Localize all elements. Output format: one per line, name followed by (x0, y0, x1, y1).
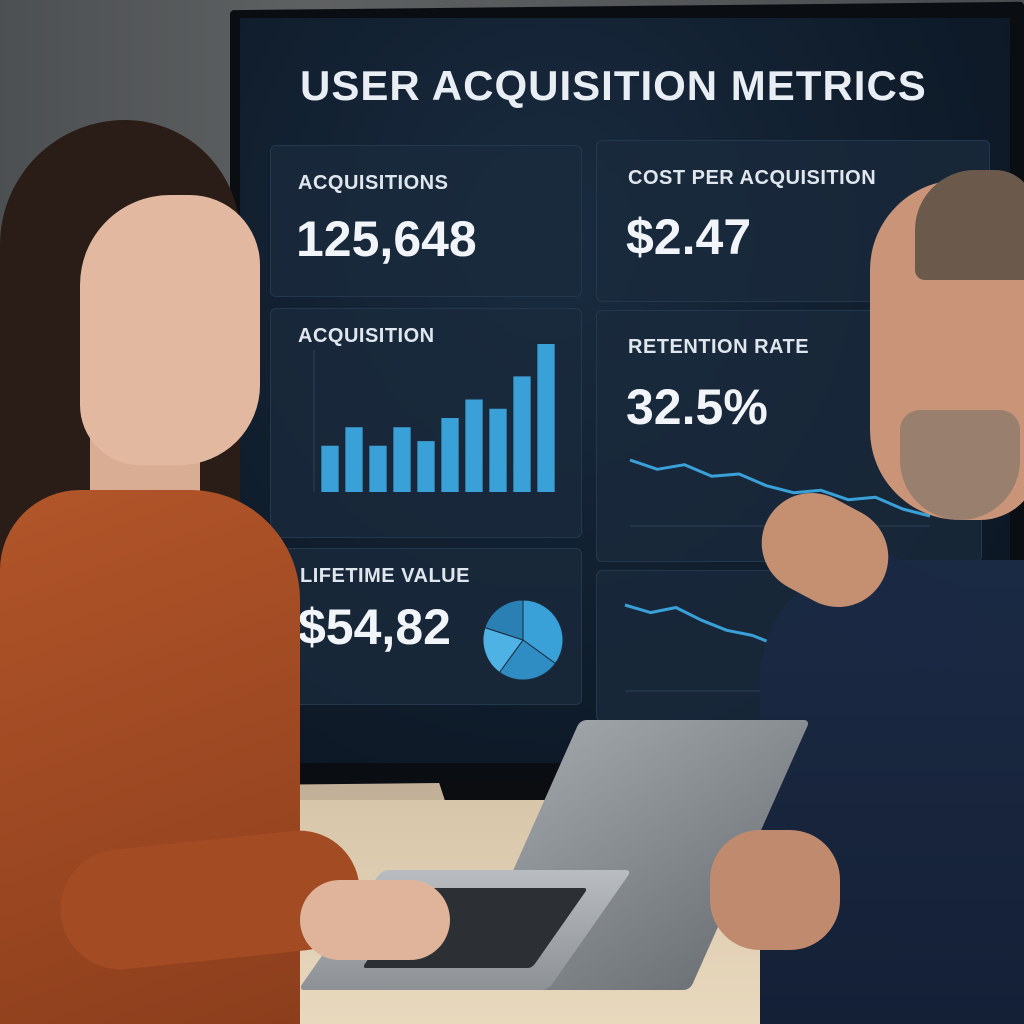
pie-slice (522, 599, 564, 665)
woman-face (80, 195, 260, 465)
woman-hand (300, 880, 450, 960)
acquisition-bar (537, 344, 555, 492)
acquisition-bar (345, 427, 363, 492)
acquisition-bar (417, 441, 435, 492)
cost-per-acquisition-label: COST PER ACQUISITION (628, 167, 877, 189)
acquisition-bar (321, 445, 339, 492)
acquisition-chart-label: ACQUISITION (298, 325, 435, 347)
acquisition-bar (393, 427, 411, 492)
man-hair (915, 170, 1024, 280)
acquisition-bar (441, 418, 459, 492)
pie-slice (482, 627, 524, 674)
retention-line-series (629, 458, 931, 518)
acquisition-bar (513, 376, 531, 492)
cost-per-acquisition-value: $2.47 (626, 209, 752, 265)
acquisition-bar (369, 445, 387, 492)
acquisition-bar-chart (313, 344, 555, 492)
acquisition-bar (489, 408, 507, 492)
acquisition-bar (465, 399, 483, 492)
pie-slice (498, 639, 557, 681)
retention-rate-label: RETENTION RATE (628, 336, 810, 358)
card-acquisitions (270, 145, 582, 297)
lifetime-value-pie-chart (482, 599, 564, 681)
retention-rate-value: 32.5% (626, 379, 768, 435)
acquisitions-value: 125,648 (296, 211, 477, 267)
acquisitions-label: ACQUISITIONS (298, 172, 449, 194)
lifetime-value-value: $54,82 (298, 599, 451, 655)
man-beard (900, 410, 1020, 520)
man-resting-hand (710, 830, 840, 950)
pie-slice (484, 599, 524, 641)
lifetime-value-label: LIFETIME VALUE (300, 565, 470, 587)
dashboard-title: USER ACQUISITION METRICS (300, 62, 927, 109)
